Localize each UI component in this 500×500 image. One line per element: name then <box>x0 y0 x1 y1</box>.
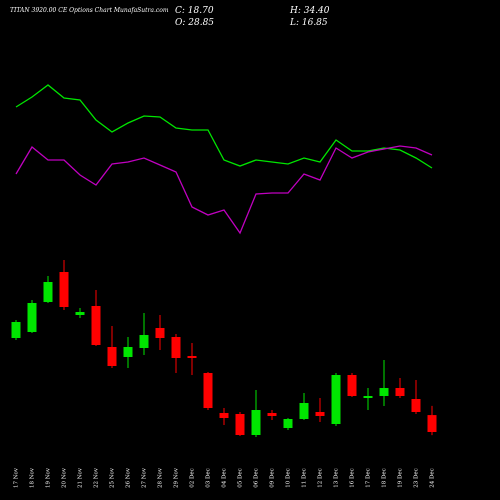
x-tick-label: 20 Nov <box>62 467 68 488</box>
candle-body <box>315 412 325 416</box>
x-tick-label: 26 Nov <box>126 467 132 488</box>
x-tick-label: 18 Nov <box>30 467 36 488</box>
high-stat: H: 34.40 <box>289 6 330 16</box>
candle-body <box>283 419 293 428</box>
x-tick-label: 03 Dec <box>206 468 212 488</box>
candle-body <box>427 415 437 432</box>
candle-body <box>235 414 245 435</box>
x-tick-label: 22 Nov <box>94 467 100 488</box>
candle-body <box>155 328 165 338</box>
candle-body <box>11 322 21 338</box>
candle-body <box>27 303 37 332</box>
candle-body <box>251 410 261 435</box>
candle-body <box>203 373 213 408</box>
indicator-line <box>15 145 433 235</box>
candle-body <box>379 388 389 396</box>
x-tick-label: 21 Nov <box>78 467 84 488</box>
x-tick-label: 18 Dec <box>382 468 388 488</box>
x-tick-label: 12 Dec <box>318 468 324 488</box>
candle-body <box>171 337 181 358</box>
chart-title: TITAN 3920.00 CE Options Chart MunafaSut… <box>10 7 169 14</box>
candle-body <box>363 396 373 398</box>
x-tick-label: 11 Dec <box>302 468 308 488</box>
x-tick-label: 25 Nov <box>110 467 116 488</box>
x-tick-label: 17 Dec <box>366 468 372 488</box>
candle-body <box>395 388 405 396</box>
x-tick-label: 27 Nov <box>142 467 148 488</box>
candle-body <box>347 375 357 396</box>
candle-body <box>107 347 117 366</box>
x-tick-label: 06 Dec <box>254 468 260 488</box>
x-tick-label: 17 Nov <box>14 467 20 488</box>
x-tick-label: 19 Dec <box>398 468 404 488</box>
candle-body <box>219 413 229 418</box>
x-tick-label: 02 Dec <box>190 468 196 488</box>
candle-body <box>59 272 69 307</box>
candle-body <box>411 399 421 412</box>
x-tick-label: 04 Dec <box>222 468 228 488</box>
candle-body <box>75 312 85 315</box>
candle-body <box>123 347 133 357</box>
x-tick-label: 13 Dec <box>334 468 340 488</box>
x-tick-label: 16 Dec <box>350 468 356 488</box>
candle-body <box>267 413 277 416</box>
close-stat: C: 18.70 <box>175 6 214 16</box>
x-tick-label: 24 Dec <box>430 468 436 488</box>
candle-body <box>299 403 309 419</box>
candle-body <box>91 306 101 345</box>
indicator-line <box>15 84 433 169</box>
x-tick-label: 23 Dec <box>414 468 420 488</box>
candle-body <box>139 335 149 348</box>
x-tick-label: 29 Nov <box>174 467 180 488</box>
candle-body <box>43 282 53 302</box>
open-stat: O: 28.85 <box>175 18 214 28</box>
x-tick-label: 28 Nov <box>158 467 164 488</box>
x-tick-label: 19 Nov <box>46 467 52 488</box>
candle-body <box>331 375 341 424</box>
x-tick-label: 10 Dec <box>286 468 292 488</box>
x-tick-label: 05 Dec <box>238 468 244 488</box>
candle-body <box>187 356 197 358</box>
x-tick-label: 09 Dec <box>270 468 276 488</box>
low-stat: L: 16.85 <box>289 18 328 28</box>
